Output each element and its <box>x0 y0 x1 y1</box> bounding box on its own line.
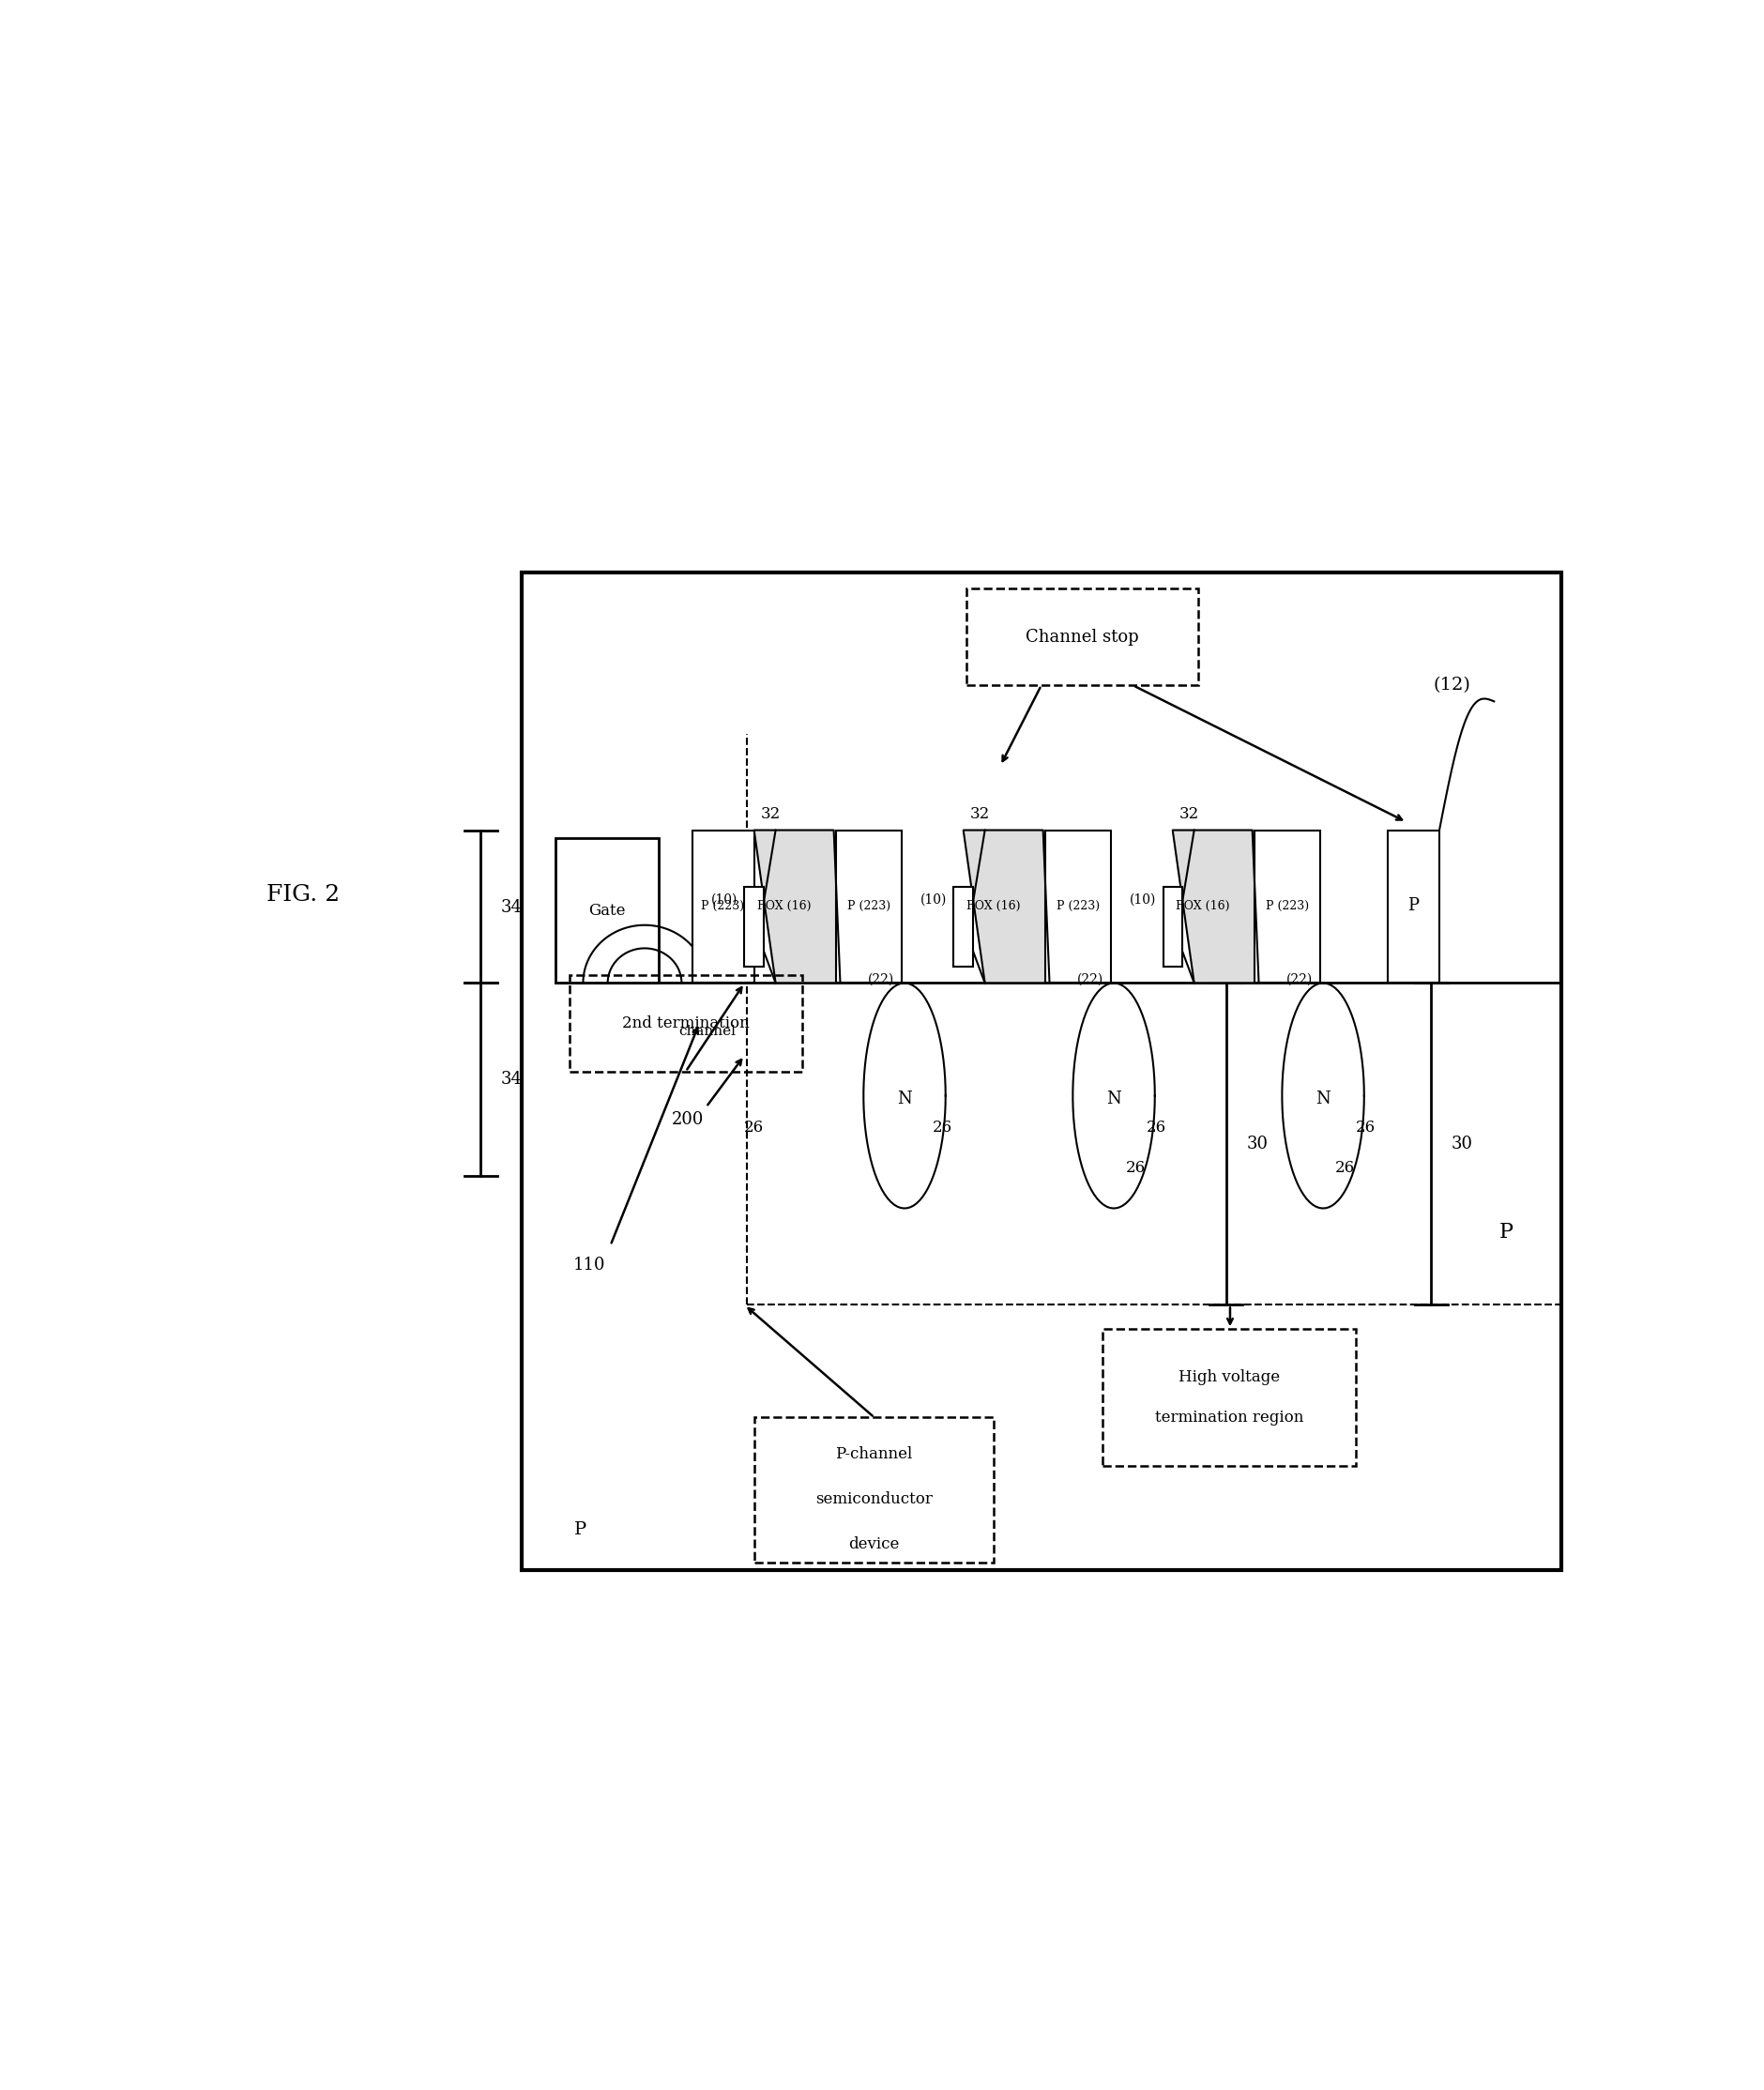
Text: (22): (22) <box>868 974 894 986</box>
Text: semiconductor: semiconductor <box>815 1490 931 1507</box>
Text: (10): (10) <box>1129 892 1155 905</box>
Text: P: P <box>1408 897 1418 913</box>
Text: P: P <box>573 1522 586 1538</box>
Text: 26: 26 <box>1125 1160 1145 1177</box>
Text: P-channel: P-channel <box>834 1446 912 1461</box>
Text: FOX (16): FOX (16) <box>1175 899 1230 911</box>
Text: P (223): P (223) <box>700 899 744 911</box>
Bar <box>1102 1329 1355 1465</box>
Text: (10): (10) <box>711 892 737 905</box>
Bar <box>691 830 753 982</box>
Bar <box>953 886 972 968</box>
Bar <box>1162 886 1182 968</box>
Bar <box>1044 830 1111 982</box>
Text: P (223): P (223) <box>847 899 891 911</box>
Text: termination region: termination region <box>1154 1411 1304 1425</box>
Polygon shape <box>963 830 1050 982</box>
Polygon shape <box>1171 830 1258 982</box>
Text: 30: 30 <box>1245 1135 1267 1152</box>
Text: device: device <box>848 1536 900 1553</box>
Bar <box>1254 830 1319 982</box>
Text: 26: 26 <box>1355 1120 1374 1135</box>
Text: 26: 26 <box>933 1120 953 1135</box>
Text: 32: 32 <box>968 807 990 821</box>
Bar <box>1387 830 1439 982</box>
Text: P (223): P (223) <box>1265 899 1309 911</box>
Text: FOX (16): FOX (16) <box>757 899 811 911</box>
Text: (10): (10) <box>919 892 946 905</box>
Bar <box>744 886 764 968</box>
Text: 110: 110 <box>573 1256 605 1273</box>
Text: N: N <box>1106 1091 1120 1108</box>
Text: P (223): P (223) <box>1057 899 1099 911</box>
Text: (12): (12) <box>1432 677 1469 694</box>
Text: (22): (22) <box>1286 974 1312 986</box>
Bar <box>522 573 1559 1570</box>
Text: 32: 32 <box>1178 807 1198 821</box>
Text: N: N <box>896 1091 912 1108</box>
Text: 34: 34 <box>501 1072 522 1089</box>
Text: 30: 30 <box>1450 1135 1473 1152</box>
Text: Channel stop: Channel stop <box>1025 629 1138 646</box>
Text: High voltage: High voltage <box>1178 1369 1279 1386</box>
Text: channel: channel <box>679 1024 736 1039</box>
Text: FIG. 2: FIG. 2 <box>266 884 339 905</box>
Text: 200: 200 <box>672 1112 704 1129</box>
Text: 34: 34 <box>501 899 522 915</box>
Text: 26: 26 <box>744 1120 764 1135</box>
Polygon shape <box>753 830 840 982</box>
Text: (22): (22) <box>1076 974 1102 986</box>
Text: 32: 32 <box>760 807 780 821</box>
Bar <box>753 1417 993 1563</box>
Bar <box>965 589 1198 686</box>
Text: Gate: Gate <box>587 903 624 920</box>
Bar <box>836 830 901 982</box>
Text: 26: 26 <box>1145 1120 1166 1135</box>
Text: N: N <box>1314 1091 1330 1108</box>
Text: P: P <box>1499 1223 1512 1244</box>
Bar <box>570 974 801 1072</box>
Text: FOX (16): FOX (16) <box>967 899 1020 911</box>
Text: 2nd termination: 2nd termination <box>621 1016 750 1030</box>
Text: 26: 26 <box>1334 1160 1355 1177</box>
Bar <box>556 838 658 982</box>
